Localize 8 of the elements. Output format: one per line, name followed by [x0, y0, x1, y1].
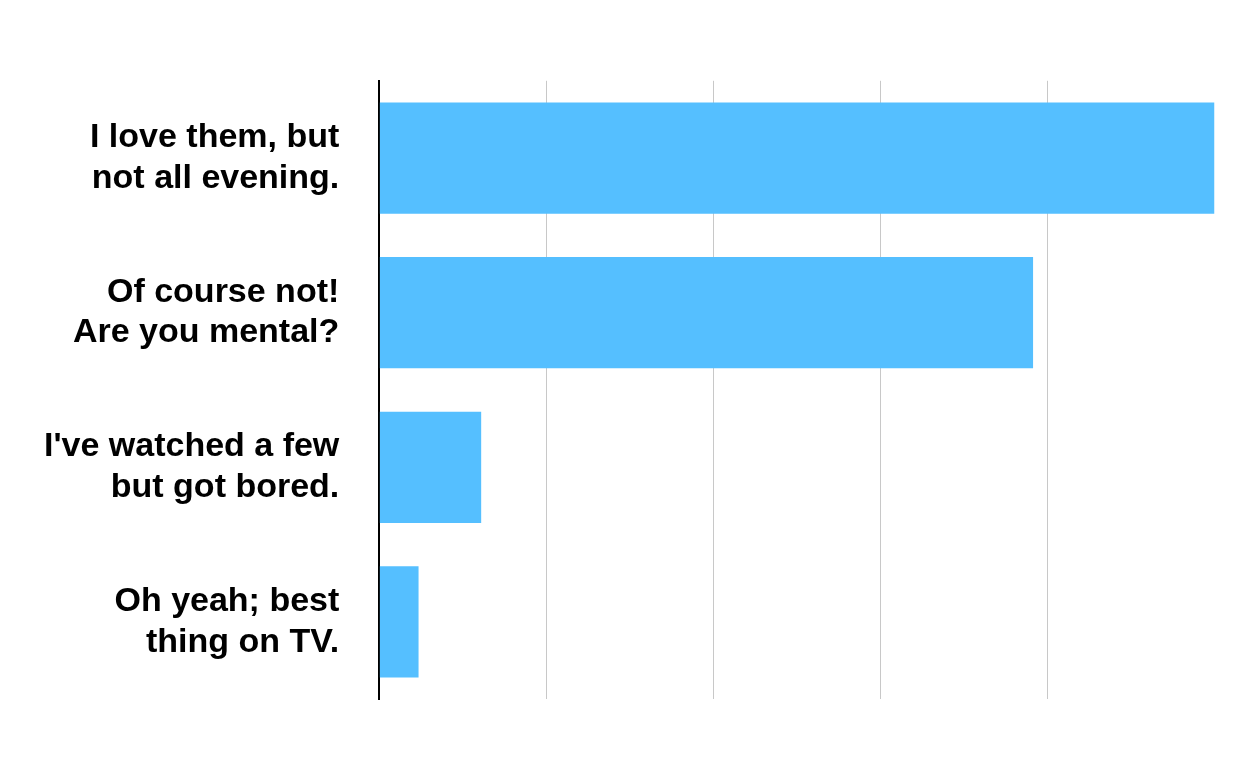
y-tick-label: I've watched a few but got bored. — [44, 425, 340, 505]
bar — [379, 102, 1215, 214]
bar — [379, 257, 1034, 369]
y-tick-label: Oh yeah; best thing on TV. — [114, 579, 340, 659]
bar — [379, 566, 419, 678]
y-tick-label: Of course not! Are you mental? — [72, 270, 340, 350]
y-tick-label: I love them, but not all evening. — [89, 116, 340, 195]
bar — [379, 411, 482, 523]
